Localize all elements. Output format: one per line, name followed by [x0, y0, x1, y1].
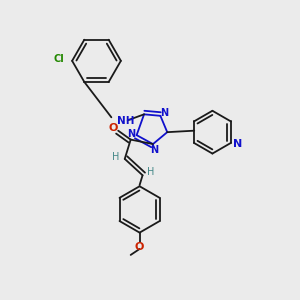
Text: H: H	[112, 152, 119, 162]
Text: N: N	[160, 108, 168, 118]
Text: N: N	[150, 145, 158, 155]
Text: Cl: Cl	[54, 54, 65, 64]
Text: O: O	[108, 123, 118, 133]
Text: H: H	[147, 167, 155, 177]
Text: O: O	[135, 242, 144, 253]
Text: N: N	[233, 140, 242, 149]
Text: N: N	[127, 129, 135, 139]
Text: NH: NH	[117, 116, 135, 126]
